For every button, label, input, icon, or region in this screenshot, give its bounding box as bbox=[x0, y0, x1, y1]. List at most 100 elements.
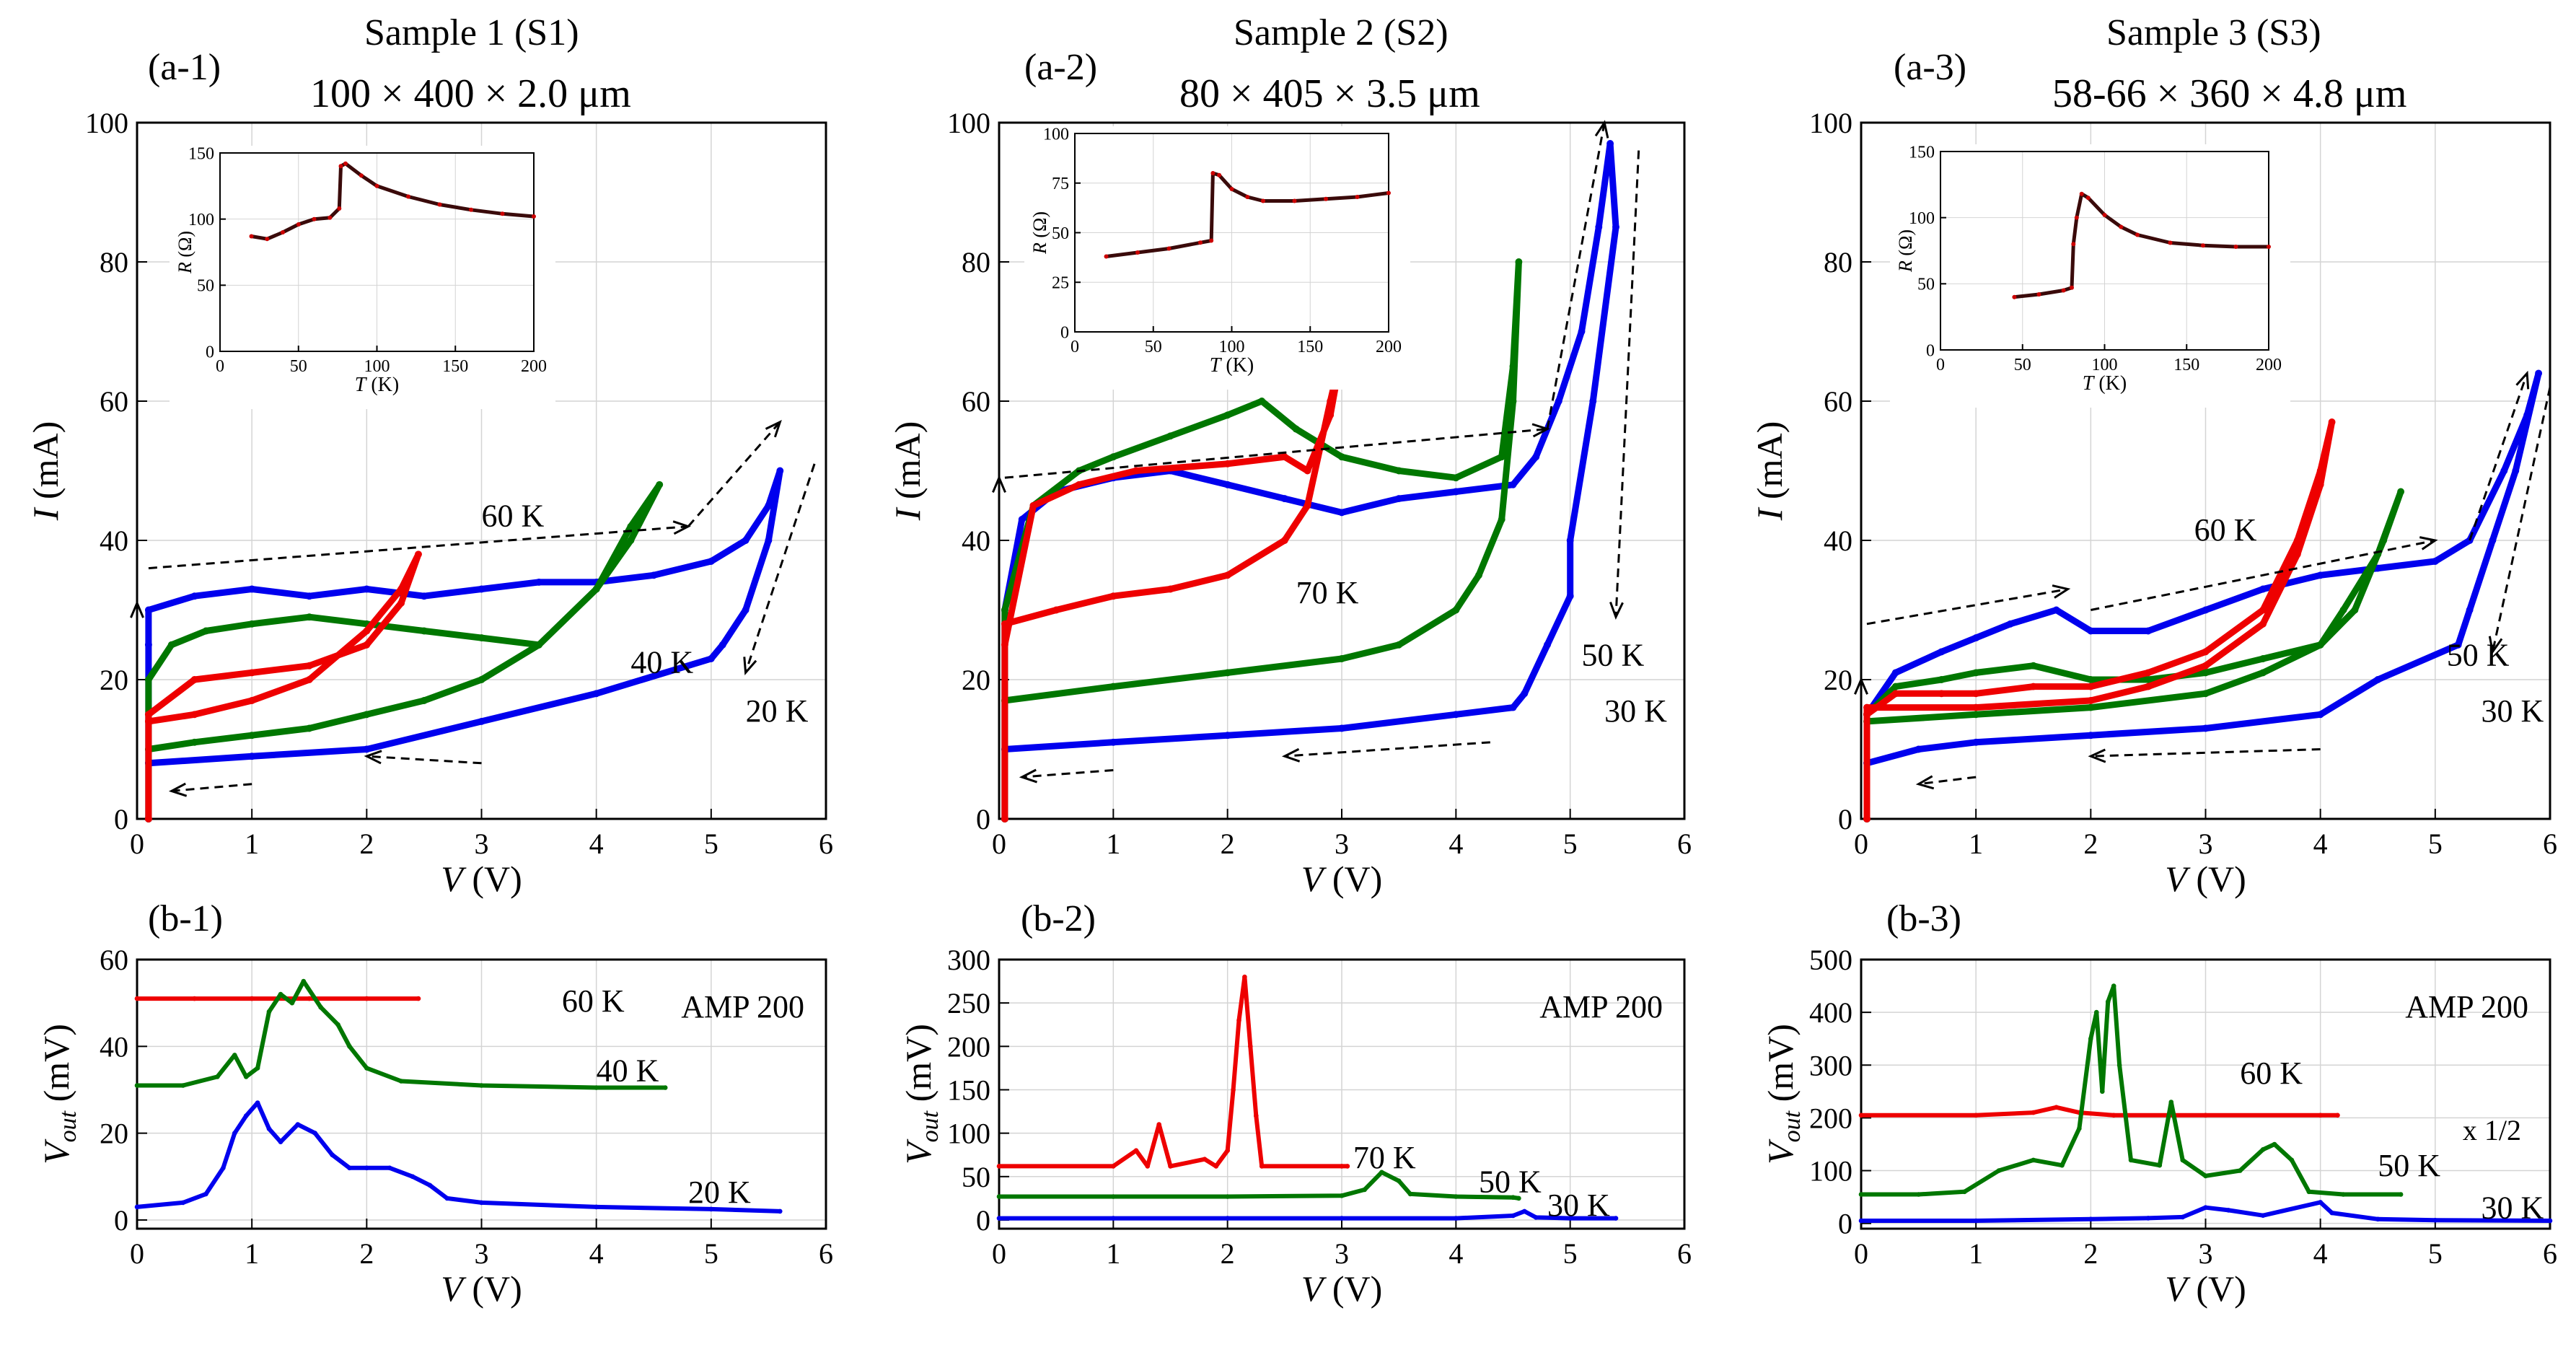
data-point bbox=[1509, 398, 1517, 405]
data-point bbox=[1521, 690, 1529, 698]
data-point bbox=[2060, 1162, 2065, 1168]
arrow-head bbox=[1019, 768, 1037, 784]
data-point bbox=[2289, 1157, 2295, 1163]
data-point bbox=[2380, 537, 2388, 544]
data-point bbox=[363, 641, 371, 649]
series-20k bbox=[145, 468, 783, 822]
data-point bbox=[243, 1074, 249, 1079]
data-point bbox=[363, 627, 371, 635]
scale-note: x 1/2 bbox=[2463, 1114, 2521, 1146]
series-label: 50 K bbox=[1582, 638, 1645, 673]
data-point bbox=[1242, 974, 1247, 980]
data-point bbox=[2202, 669, 2210, 677]
inset-point bbox=[1229, 187, 1234, 191]
data-point bbox=[2318, 1113, 2323, 1118]
arrow-head bbox=[364, 750, 382, 765]
data-point bbox=[387, 1165, 392, 1171]
data-point bbox=[2375, 1216, 2381, 1222]
x-axis-label: V (V) bbox=[441, 1268, 522, 1309]
x-axis-var: T bbox=[2083, 372, 2096, 395]
data-point bbox=[1454, 1194, 1459, 1199]
data-point bbox=[2329, 1210, 2334, 1216]
x-tick-label: 3 bbox=[1335, 828, 1349, 860]
data-point bbox=[1223, 571, 1231, 579]
data-point bbox=[656, 481, 664, 488]
y-tick-label: 0 bbox=[976, 1204, 990, 1237]
data-point bbox=[1578, 328, 1586, 335]
y-tick-label: 0 bbox=[976, 803, 990, 835]
inset-point bbox=[2071, 242, 2076, 247]
data-point bbox=[1225, 1194, 1230, 1199]
data-point bbox=[1338, 724, 1345, 732]
x-tick-label: 3 bbox=[2199, 828, 2213, 860]
series-60k bbox=[1863, 418, 2336, 822]
x-tick-label: 6 bbox=[2543, 1237, 2557, 1270]
y-axis-unit: (mV) bbox=[1760, 1024, 1801, 1111]
arrow-head bbox=[1594, 120, 1609, 139]
data-point bbox=[278, 991, 283, 997]
data-point bbox=[1254, 1113, 1259, 1118]
data-point bbox=[1515, 258, 1523, 266]
data-point bbox=[2454, 641, 2462, 649]
arrow-head bbox=[130, 600, 144, 618]
x-axis-unit: (K) bbox=[366, 374, 399, 396]
inset-point bbox=[469, 207, 473, 212]
data-point bbox=[1396, 1178, 1402, 1184]
inset-point bbox=[312, 216, 317, 221]
inset-point bbox=[1355, 195, 1360, 199]
x-tick-label: 2 bbox=[1221, 1237, 1235, 1270]
y-tick-label: 100 bbox=[85, 107, 128, 139]
x-tick-label: 2 bbox=[2083, 1237, 2098, 1270]
data-point bbox=[2031, 1110, 2036, 1115]
data-point bbox=[1109, 683, 1117, 690]
data-point bbox=[1213, 1164, 1219, 1169]
x-tick-label: 1 bbox=[1969, 828, 1983, 860]
dashed-arrow bbox=[1284, 741, 1490, 758]
x-tick-label: 5 bbox=[704, 828, 718, 860]
data-point bbox=[1454, 1216, 1459, 1221]
data-point bbox=[1452, 606, 1460, 614]
series-label: 30 K bbox=[2482, 1190, 2544, 1225]
inset-point bbox=[406, 194, 410, 199]
arrow-head bbox=[992, 475, 1006, 493]
y-tick-label: 200 bbox=[1809, 1102, 1852, 1134]
data-point bbox=[1863, 815, 1871, 822]
x-axis-var: V bbox=[1301, 859, 1327, 899]
data-point bbox=[2335, 1113, 2340, 1118]
y-tick-label: 300 bbox=[947, 944, 990, 976]
y-axis-unit: (mA) bbox=[1749, 421, 1790, 509]
data-point bbox=[1109, 592, 1117, 600]
x-tick-label: 4 bbox=[1449, 1237, 1463, 1270]
y-tick-label: 20 bbox=[962, 664, 990, 696]
data-point bbox=[1395, 641, 1403, 649]
arrow-head bbox=[672, 520, 691, 535]
data-point bbox=[410, 1174, 416, 1180]
data-point bbox=[347, 1044, 352, 1049]
data-point bbox=[1145, 1164, 1151, 1169]
inset-background bbox=[1024, 126, 1410, 390]
data-point bbox=[1223, 460, 1231, 468]
data-point bbox=[144, 676, 152, 683]
inset-point bbox=[1210, 171, 1216, 175]
y-tick-label: 40 bbox=[1824, 525, 1852, 557]
data-point bbox=[2272, 1141, 2277, 1147]
x-tick-label: 5 bbox=[704, 1237, 718, 1270]
y-axis-label: I (mA) bbox=[1749, 421, 1790, 521]
y-tick-label: 200 bbox=[947, 1030, 990, 1063]
series-30k bbox=[997, 1208, 1618, 1221]
data-point bbox=[708, 1206, 714, 1212]
data-point bbox=[364, 1066, 369, 1071]
data-point bbox=[2260, 1213, 2266, 1218]
y-axis-label: R (Ω) bbox=[175, 231, 195, 274]
inset-point bbox=[1198, 240, 1203, 245]
data-point bbox=[594, 1085, 599, 1090]
inset-point bbox=[1217, 172, 1222, 177]
arrow-head bbox=[2488, 636, 2503, 655]
data-point bbox=[1236, 1017, 1241, 1023]
data-point bbox=[363, 711, 371, 719]
data-point bbox=[1111, 1164, 1116, 1169]
data-point bbox=[1259, 1164, 1265, 1169]
x-axis-unit: (V) bbox=[1323, 859, 1382, 899]
data-point bbox=[1407, 1191, 1413, 1197]
